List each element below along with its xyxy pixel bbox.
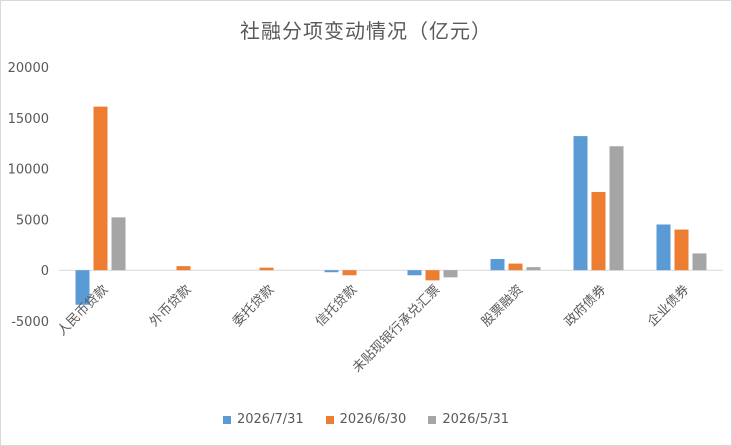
bar bbox=[609, 146, 624, 271]
legend-item: 2026/7/31 bbox=[222, 412, 304, 427]
bar bbox=[526, 267, 541, 271]
bar bbox=[674, 229, 689, 271]
x-category-label: 信托贷款 bbox=[313, 282, 360, 329]
bar bbox=[490, 259, 505, 271]
legend-label: 2026/5/31 bbox=[442, 412, 509, 427]
bar bbox=[75, 270, 90, 305]
y-tick-label: 15000 bbox=[8, 112, 49, 127]
legend-swatch bbox=[325, 415, 334, 424]
bar bbox=[111, 217, 126, 271]
y-tick-label: 20000 bbox=[8, 61, 49, 76]
bar bbox=[443, 270, 458, 278]
bar bbox=[324, 270, 339, 273]
y-tick-label: 5000 bbox=[16, 213, 49, 228]
legend: 2026/7/31 2026/6/30 2026/5/31 bbox=[1, 412, 731, 427]
legend-label: 2026/7/31 bbox=[236, 412, 304, 427]
legend-label: 2026/6/30 bbox=[339, 412, 407, 427]
x-category-label: 未贴现银行承兑汇票 bbox=[350, 282, 443, 375]
chart-title: 社融分项变动情况（亿元） bbox=[240, 19, 492, 43]
bar bbox=[176, 266, 191, 271]
bar bbox=[591, 191, 606, 271]
legend-swatch bbox=[222, 415, 231, 424]
x-category-label: 外币贷款 bbox=[147, 282, 194, 329]
y-tick-label: -5000 bbox=[11, 315, 49, 330]
bar bbox=[259, 267, 274, 271]
bar bbox=[407, 270, 422, 276]
bar bbox=[656, 224, 671, 271]
bar bbox=[692, 253, 707, 271]
legend-item: 2026/5/31 bbox=[428, 412, 509, 427]
x-category-label: 委托贷款 bbox=[230, 282, 277, 329]
y-tick-label: 10000 bbox=[8, 163, 49, 178]
legend-item: 2026/6/30 bbox=[325, 412, 407, 427]
bar bbox=[425, 270, 440, 281]
bar bbox=[93, 106, 108, 271]
bar bbox=[508, 263, 523, 271]
legend-swatch bbox=[428, 415, 437, 424]
x-category-label: 企业债券 bbox=[644, 282, 692, 330]
bar bbox=[573, 136, 588, 271]
x-category-label: 股票融资 bbox=[479, 282, 526, 329]
y-tick-label: 0 bbox=[41, 264, 49, 279]
bar bbox=[342, 270, 357, 276]
x-category-label: 政府债券 bbox=[561, 282, 609, 330]
